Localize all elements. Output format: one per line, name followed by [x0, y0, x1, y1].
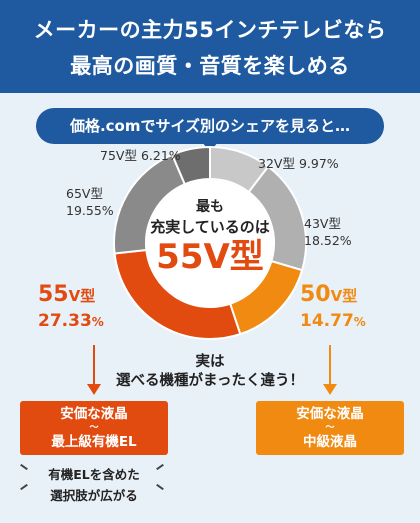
header-banner: メーカーの主力55インチテレビなら 最高の画質・音質を楽しめる: [0, 0, 420, 93]
box-left-separator: 〜: [89, 423, 99, 433]
label-43v-pct: 18.52%: [304, 233, 352, 248]
label-55v-pct-unit: %: [91, 315, 104, 329]
donut-slice-75V: [170, 145, 211, 186]
label-65v: 65V型 19.55%: [66, 185, 114, 219]
label-32v: 32V型 9.97%: [258, 155, 339, 172]
donut-hole: [147, 180, 273, 306]
label-55v-name: 55: [38, 282, 69, 307]
box-55v-range: 安価な液晶 〜 最上級有機EL: [20, 401, 168, 455]
headline-line2: 最高の画質・音質を楽しめる: [70, 54, 350, 78]
label-32v-name: 32V型: [258, 156, 295, 171]
box-right-separator: 〜: [325, 423, 335, 433]
middle-message: 実は 選べる機種がまったく違う！: [110, 353, 310, 391]
headline-line1: メーカーの主力55インチテレビなら: [33, 18, 387, 42]
arrow-right-shaft: [329, 345, 331, 385]
donut-center-text: 最も 充実しているのは 55V型: [130, 197, 290, 277]
label-55v-pct: 27.33: [38, 311, 92, 331]
middle-line1: 実は: [195, 354, 225, 370]
label-50v-unit: V型: [330, 287, 358, 305]
label-43v-name: 43V型: [304, 216, 341, 231]
center-line1: 最も: [196, 199, 224, 215]
label-55v-unit: V型: [68, 287, 96, 305]
label-55v: 55V型 27.33%: [38, 282, 104, 334]
arrow-right-head-icon: [323, 384, 337, 395]
label-75v: 75V型 6.21%: [100, 147, 181, 164]
label-50v-name: 50: [300, 282, 331, 307]
note-line2: 選択肢が広がる: [50, 488, 138, 503]
label-75v-name: 75V型: [100, 148, 137, 163]
box-right-line3: 中級液晶: [303, 434, 357, 450]
box-left-line3: 最上級有機EL: [51, 434, 137, 450]
label-43v: 43V型 18.52%: [304, 215, 352, 249]
label-32v-pct: 9.97%: [298, 156, 339, 171]
label-65v-name: 65V型: [66, 186, 103, 201]
box-left-line1: 安価な液晶: [60, 406, 128, 422]
label-75v-pct: 6.21%: [140, 148, 181, 163]
center-line2: 充実しているのは: [150, 218, 270, 236]
label-50v-pct-unit: %: [353, 315, 366, 329]
speech-bubble: 価格.comでサイズ別のシェアを見ると…: [36, 108, 384, 144]
label-50v-pct: 14.77: [300, 311, 354, 331]
label-65v-pct: 19.55%: [66, 203, 114, 218]
note-line1: 有機ELを含めた: [48, 467, 140, 482]
label-50v: 50V型 14.77%: [300, 282, 366, 334]
box-right-line1: 安価な液晶: [296, 406, 364, 422]
note-text: 有機ELを含めた 選択肢が広がる: [30, 464, 158, 506]
center-highlight: 55V型: [156, 237, 264, 277]
middle-line2: 選べる機種がまったく違う！: [116, 373, 304, 389]
arrow-left-shaft: [93, 345, 95, 385]
box-50v-range: 安価な液晶 〜 中級液晶: [256, 401, 404, 455]
arrow-left-head-icon: [87, 384, 101, 395]
